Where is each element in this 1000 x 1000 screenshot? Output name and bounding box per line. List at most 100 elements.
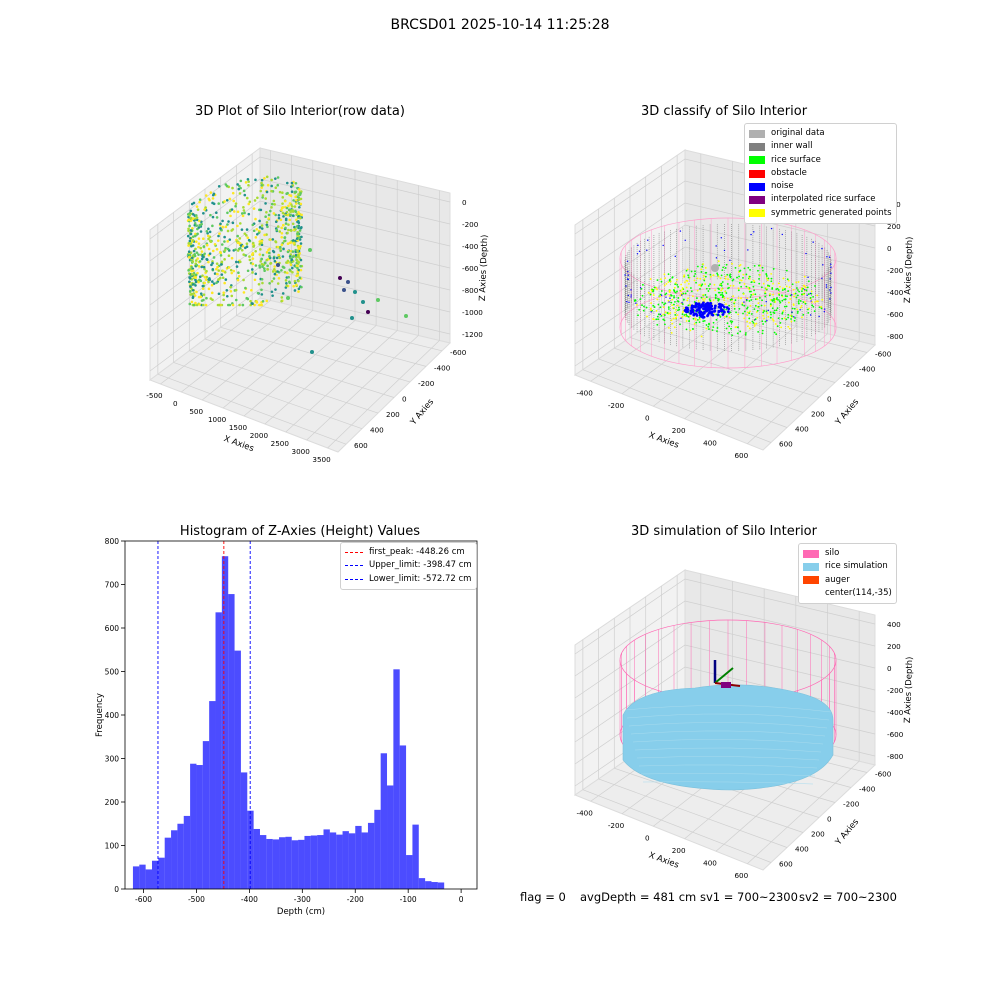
legend-entry: noise [749, 180, 892, 193]
raw-point [211, 201, 214, 205]
surface-point [661, 301, 664, 304]
surface-point [761, 266, 764, 269]
raw-point [273, 268, 276, 271]
surface-point [659, 295, 661, 298]
surface-point [742, 276, 744, 279]
raw-point [197, 265, 201, 268]
surface-point [680, 290, 682, 293]
histogram-bar [437, 882, 445, 889]
z-tick-label: -400 [462, 242, 479, 251]
raw-point [297, 198, 301, 201]
surface-point [796, 308, 799, 311]
legend-label: interpolated rice surface [771, 194, 876, 205]
raw-point [216, 239, 220, 242]
raw-point [296, 253, 300, 257]
noise-point [715, 245, 717, 247]
surface-point [643, 305, 645, 308]
raw-point [194, 276, 197, 280]
raw-point [226, 240, 229, 243]
raw-point [187, 256, 191, 259]
raw-point [264, 197, 268, 200]
noise-point [627, 294, 630, 297]
raw-point [231, 191, 235, 195]
surface-point [748, 275, 751, 278]
surface-point [818, 306, 821, 309]
raw-point [297, 236, 301, 240]
surface-point [649, 278, 652, 280]
surface-point [681, 316, 684, 319]
surface-point [672, 317, 675, 320]
y-axis-label: Y Axies [833, 397, 861, 428]
surface-point [765, 277, 768, 280]
surface-point [728, 325, 731, 328]
raw-point [260, 186, 264, 189]
surface-point [677, 300, 680, 303]
surface-point [763, 310, 766, 312]
surface-point [760, 304, 763, 307]
surface-point [748, 312, 751, 315]
surface-point [694, 318, 697, 321]
surface-point [713, 283, 716, 286]
raw-point [220, 273, 224, 276]
raw-point [199, 246, 203, 250]
surface-point [760, 286, 763, 289]
raw-point [247, 238, 251, 242]
raw-point [284, 279, 288, 282]
noise-point [717, 309, 721, 313]
raw-point [252, 207, 256, 210]
raw-data-3d-plot: -500050010001500200025003000350060040020… [146, 147, 490, 464]
raw-point [245, 196, 249, 200]
noise-point [729, 259, 731, 262]
surface-point [724, 315, 726, 318]
surface-point [652, 294, 655, 296]
raw-point [222, 298, 225, 302]
histogram-bar [342, 831, 349, 889]
raw-point [260, 257, 264, 261]
surface-point [734, 266, 737, 269]
surface-point [695, 281, 697, 284]
histogram-bar [304, 835, 311, 889]
noise-point [715, 257, 718, 259]
raw-point [265, 258, 268, 262]
histogram-bar [240, 772, 248, 889]
surface-point [674, 308, 677, 311]
raw-point [272, 256, 276, 260]
raw-point [202, 293, 206, 296]
raw-point [284, 217, 288, 221]
surface-point [773, 297, 775, 300]
classify-3d-plot: -400-20002004006006004002000-200-400-600… [573, 149, 915, 460]
surface-point [687, 276, 690, 279]
raw-point [295, 264, 299, 267]
surface-point [729, 284, 732, 287]
raw-point [187, 244, 190, 247]
surface-point [734, 299, 737, 302]
legend-label: noise [771, 181, 794, 192]
surface-point [720, 289, 723, 292]
noise-point [626, 260, 629, 262]
noise-point [692, 313, 696, 317]
noise-point [750, 233, 752, 236]
z-tick-label: 0 [462, 198, 467, 207]
noise-point [790, 294, 793, 296]
y-axis-label: Frequency [95, 693, 105, 737]
outlier-point [404, 314, 408, 318]
raw-point [266, 268, 269, 271]
surface-point [705, 296, 708, 299]
raw-point [276, 176, 280, 179]
surface-point [693, 275, 696, 278]
histogram-bar [348, 833, 356, 889]
surface-point [641, 283, 644, 286]
raw-point [295, 218, 298, 222]
raw-point [276, 245, 280, 249]
raw-point [211, 268, 215, 271]
x-tick-label: -100 [400, 895, 417, 904]
surface-point [779, 285, 781, 288]
raw-point [251, 223, 255, 227]
surface-point [720, 282, 723, 285]
raw-point [201, 237, 205, 240]
surface-point [746, 306, 749, 309]
surface-point [664, 302, 667, 305]
raw-point [194, 301, 197, 305]
z-tick-label: -800 [462, 286, 479, 295]
surface-point [667, 306, 670, 309]
